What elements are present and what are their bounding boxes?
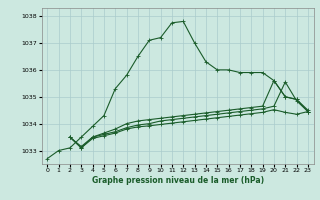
X-axis label: Graphe pression niveau de la mer (hPa): Graphe pression niveau de la mer (hPa) (92, 176, 264, 185)
